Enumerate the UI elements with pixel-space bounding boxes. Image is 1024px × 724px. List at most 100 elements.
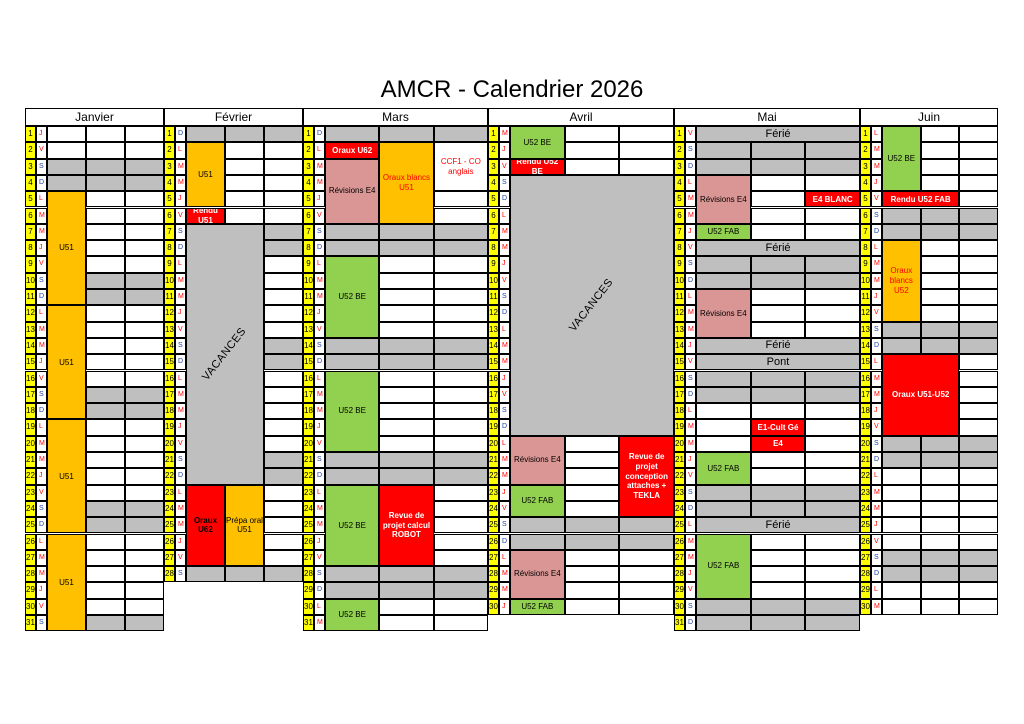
event-block[interactable]: Oraux U62 (186, 484, 225, 567)
day-cell[interactable] (959, 126, 998, 143)
event-block[interactable]: Révisions E4 (325, 158, 380, 224)
day-cell[interactable] (805, 549, 860, 567)
day-cell[interactable] (920, 517, 960, 534)
day-cell[interactable] (433, 321, 488, 338)
day-cell[interactable] (882, 452, 921, 469)
day-cell[interactable] (125, 403, 164, 420)
day-cell[interactable] (125, 566, 164, 583)
event-block[interactable]: Rendu U51 (186, 207, 225, 224)
day-cell[interactable] (125, 370, 164, 387)
day-cell[interactable] (805, 386, 860, 404)
day-cell[interactable] (433, 223, 488, 241)
day-cell[interactable] (696, 598, 751, 615)
day-cell[interactable] (696, 615, 751, 632)
day-cell[interactable] (920, 500, 960, 518)
day-cell[interactable] (882, 500, 921, 518)
day-cell[interactable] (379, 452, 434, 469)
day-cell[interactable] (920, 142, 960, 159)
day-cell[interactable] (86, 500, 125, 518)
event-block[interactable]: U51 (47, 419, 86, 534)
day-cell[interactable] (882, 321, 921, 338)
day-cell[interactable] (86, 419, 125, 436)
event-block[interactable]: U52 BE (325, 484, 380, 567)
day-cell[interactable] (379, 386, 434, 404)
day-cell[interactable] (750, 256, 806, 273)
day-cell[interactable] (325, 566, 380, 583)
day-cell[interactable] (805, 468, 860, 485)
day-cell[interactable] (225, 174, 264, 192)
day-cell[interactable] (264, 403, 303, 420)
day-cell[interactable] (47, 158, 86, 175)
day-cell[interactable] (959, 223, 998, 241)
day-cell[interactable] (750, 321, 806, 338)
day-cell[interactable] (959, 174, 998, 192)
day-cell[interactable] (696, 403, 751, 420)
day-cell[interactable] (959, 207, 998, 224)
day-cell[interactable] (750, 223, 806, 241)
day-cell[interactable] (920, 533, 960, 550)
day-cell[interactable] (379, 240, 434, 257)
day-cell[interactable] (750, 174, 806, 192)
day-cell[interactable] (433, 598, 488, 615)
day-cell[interactable] (264, 256, 303, 273)
day-cell[interactable] (379, 370, 434, 387)
day-cell[interactable] (882, 435, 921, 452)
day-cell[interactable] (920, 337, 960, 355)
day-cell[interactable] (379, 223, 434, 241)
day-cell[interactable] (805, 289, 860, 306)
day-cell[interactable] (264, 240, 303, 257)
day-cell[interactable] (959, 158, 998, 175)
event-block[interactable]: Rendu U52 BE (510, 158, 565, 175)
day-cell[interactable] (264, 289, 303, 306)
day-cell[interactable] (264, 517, 303, 534)
day-cell[interactable] (696, 435, 751, 452)
day-cell[interactable] (805, 272, 860, 289)
day-cell[interactable] (959, 142, 998, 159)
day-cell[interactable] (225, 126, 264, 143)
day-cell[interactable] (805, 321, 860, 338)
event-block[interactable]: U52 BE (510, 126, 565, 159)
event-block[interactable]: U52 FAB (696, 533, 751, 599)
day-cell[interactable] (959, 468, 998, 485)
event-block[interactable]: E4 (750, 435, 806, 452)
event-block[interactable]: U51 (47, 191, 86, 306)
day-cell[interactable] (86, 370, 125, 387)
day-cell[interactable] (264, 468, 303, 485)
day-cell[interactable] (805, 207, 860, 224)
day-cell[interactable] (325, 240, 380, 257)
day-cell[interactable] (433, 484, 488, 501)
day-cell[interactable] (920, 174, 960, 192)
day-cell[interactable] (805, 158, 860, 175)
event-block[interactable]: Prépa oral U51 (225, 484, 264, 567)
day-cell[interactable] (433, 191, 488, 208)
day-cell[interactable] (86, 305, 125, 322)
day-cell[interactable] (125, 386, 164, 404)
day-cell[interactable] (750, 582, 806, 599)
day-cell[interactable] (86, 468, 125, 485)
day-cell[interactable] (225, 207, 264, 224)
day-cell[interactable] (264, 126, 303, 143)
day-cell[interactable] (47, 142, 86, 159)
day-cell[interactable] (125, 517, 164, 534)
day-cell[interactable] (920, 435, 960, 452)
day-cell[interactable] (750, 403, 806, 420)
day-cell[interactable] (959, 533, 998, 550)
day-cell[interactable] (882, 582, 921, 599)
event-block[interactable]: Rendu U52 FAB (882, 191, 960, 208)
day-cell[interactable] (86, 484, 125, 501)
day-cell[interactable] (564, 598, 620, 615)
day-cell[interactable] (696, 419, 751, 436)
day-cell[interactable] (379, 272, 434, 289)
day-cell[interactable] (433, 500, 488, 518)
day-cell[interactable] (379, 615, 434, 632)
day-cell[interactable] (920, 582, 960, 599)
event-block[interactable]: Oraux U51-U52 (882, 354, 960, 436)
day-cell[interactable] (750, 272, 806, 289)
day-cell[interactable] (882, 223, 921, 241)
day-cell[interactable] (125, 452, 164, 469)
day-cell[interactable] (379, 126, 434, 143)
day-cell[interactable] (86, 566, 125, 583)
day-cell[interactable] (619, 158, 674, 175)
day-cell[interactable] (264, 158, 303, 175)
day-cell[interactable] (433, 549, 488, 567)
